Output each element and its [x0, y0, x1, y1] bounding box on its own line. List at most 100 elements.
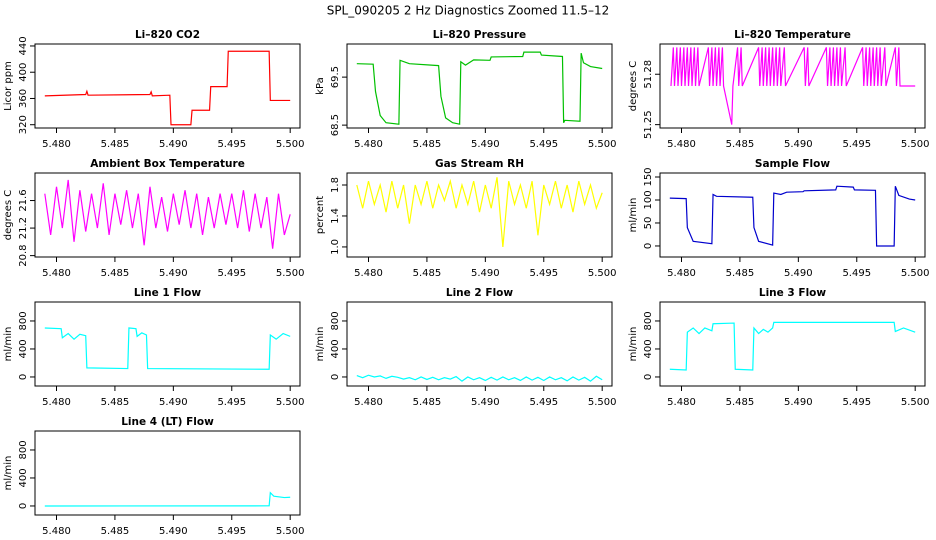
- panel: Line 4 (LT) Flow ml/min 5.480 5.485 5.490 5.4…: [3, 416, 305, 537]
- x-tick-label: 5.490: [784, 397, 813, 408]
- panel: Ambient Box Temperature degrees C 5.480 5.4…: [3, 158, 305, 279]
- y-tick-label: 400: [18, 339, 29, 358]
- x-tick-label: 5.495: [217, 397, 246, 408]
- data-line: [356, 51, 603, 125]
- x-tick-label: 5.495: [842, 397, 871, 408]
- y-tick-label: 0: [18, 374, 29, 380]
- data-line: [670, 47, 916, 125]
- y-tick-label: 0: [18, 503, 29, 509]
- x-tick-label: 5.500: [276, 268, 305, 279]
- y-tick-label: 51.25: [643, 110, 654, 139]
- x-tick-label: 5.480: [42, 397, 71, 408]
- y-tick-label: 150: [643, 167, 654, 186]
- x-tick-label: 5.495: [529, 139, 558, 150]
- y-tick-label: 400: [330, 339, 341, 358]
- panel-title: Li–820 Pressure: [433, 29, 526, 41]
- x-tick-label: 5.490: [471, 268, 500, 279]
- y-tick-label: 800: [18, 440, 29, 459]
- y-tick-label: 21.6: [18, 189, 29, 211]
- data-line: [669, 321, 916, 371]
- x-tick-label: 5.480: [667, 139, 696, 150]
- x-tick-label: 5.490: [471, 397, 500, 408]
- x-tick-label: 5.480: [354, 268, 383, 279]
- plot-frame: [659, 172, 926, 258]
- y-axis-label: ml/min: [628, 327, 639, 362]
- panel: Line 2 Flow ml/min 5.480 5.485 5.490 5.495 5.5…: [315, 287, 617, 408]
- y-tick-label: 800: [330, 311, 341, 330]
- plot-frame: [346, 43, 613, 129]
- x-tick-label: 5.495: [529, 268, 558, 279]
- data-line: [44, 491, 291, 507]
- y-tick-label: 50: [643, 217, 654, 230]
- y-tick-label: 1.4: [330, 208, 341, 224]
- panel: Li–820 CO2 Licor ppm 5.480 5.485 5.490 5.495 5…: [3, 29, 305, 150]
- panel-title: Line 4 (LT) Flow: [121, 416, 214, 428]
- panel-title: Line 1 Flow: [134, 287, 201, 299]
- y-tick-label: 400: [18, 63, 29, 82]
- y-tick-label: 51.28: [643, 60, 654, 89]
- x-tick-label: 5.495: [529, 397, 558, 408]
- x-tick-label: 5.485: [101, 397, 130, 408]
- data-line: [44, 179, 291, 249]
- x-tick-label: 5.495: [217, 139, 246, 150]
- panel: Li–820 Pressure kPa 5.480 5.485 5.490 5.495 5.…: [315, 29, 617, 150]
- y-axis-label: ml/min: [3, 327, 14, 362]
- y-axis-label: degrees C: [3, 190, 14, 240]
- y-axis-label: Licor ppm: [3, 61, 14, 111]
- x-tick-label: 5.490: [784, 268, 813, 279]
- x-tick-label: 5.480: [667, 397, 696, 408]
- panel-title: Line 2 Flow: [446, 287, 513, 299]
- x-tick-label: 5.485: [726, 268, 755, 279]
- y-tick-label: 0: [643, 243, 654, 249]
- panel: Sample Flow ml/min 5.480 5.485 5.490 5.495 5.5…: [628, 158, 930, 279]
- y-axis-label: percent: [315, 196, 326, 234]
- panel-title: Li–820 CO2: [135, 29, 200, 41]
- panel: Line 3 Flow ml/min 5.480 5.485 5.490 5.495 5.5…: [628, 287, 930, 408]
- y-tick-label: 400: [18, 468, 29, 487]
- x-tick-label: 5.485: [413, 397, 442, 408]
- x-tick-label: 5.485: [101, 139, 130, 150]
- y-tick-label: 400: [643, 339, 654, 358]
- x-tick-label: 5.490: [159, 268, 188, 279]
- panel: Li–820 Temperature degrees C 5.480 5.485 5.4…: [628, 29, 930, 150]
- x-tick-label: 5.490: [159, 139, 188, 150]
- y-axis-label: ml/min: [3, 456, 14, 491]
- plot-frame: [346, 301, 613, 387]
- x-tick-label: 5.500: [588, 268, 617, 279]
- x-tick-label: 5.485: [101, 268, 130, 279]
- x-tick-label: 5.500: [901, 268, 930, 279]
- x-tick-label: 5.490: [784, 139, 813, 150]
- x-tick-label: 5.500: [276, 139, 305, 150]
- x-tick-label: 5.495: [217, 526, 246, 537]
- data-line: [44, 50, 291, 126]
- x-tick-label: 5.490: [471, 139, 500, 150]
- x-tick-label: 5.490: [159, 526, 188, 537]
- x-tick-label: 5.480: [667, 268, 696, 279]
- y-tick-label: 360: [18, 89, 29, 108]
- x-tick-label: 5.500: [276, 526, 305, 537]
- plot-frame: [34, 430, 301, 516]
- x-tick-label: 5.490: [159, 397, 188, 408]
- x-tick-label: 5.500: [276, 397, 305, 408]
- plot-frame: [34, 43, 301, 129]
- y-tick-label: 100: [643, 190, 654, 209]
- data-line: [356, 374, 603, 382]
- panel-title: Gas Stream RH: [435, 158, 524, 170]
- x-tick-label: 5.480: [354, 397, 383, 408]
- x-tick-label: 5.485: [726, 139, 755, 150]
- panel-title: Li–820 Temperature: [734, 29, 851, 41]
- plot-frame: [659, 301, 926, 387]
- x-tick-label: 5.480: [42, 268, 71, 279]
- x-tick-label: 5.485: [413, 139, 442, 150]
- plot-frame: [34, 172, 301, 258]
- figure-title: SPL_090205 2 Hz Diagnostics Zoomed 11.5–…: [327, 4, 610, 18]
- panel-title: Line 3 Flow: [759, 287, 826, 299]
- plot-frame: [659, 43, 926, 129]
- x-tick-label: 5.485: [726, 397, 755, 408]
- panel: Gas Stream RH percent 5.480 5.485 5.490 5.495…: [315, 158, 617, 279]
- y-tick-label: 440: [18, 36, 29, 55]
- panel-title: Sample Flow: [755, 158, 830, 170]
